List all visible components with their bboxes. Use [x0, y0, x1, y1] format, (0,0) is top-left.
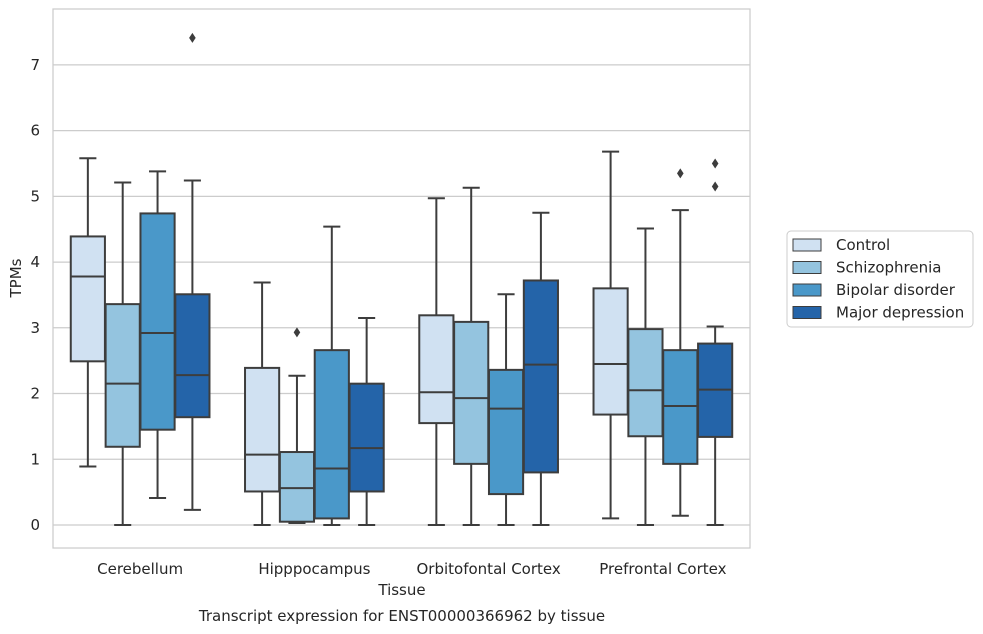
- box: [348, 316, 385, 526]
- box: [139, 170, 176, 500]
- y-tick-label: 5: [30, 187, 40, 205]
- box: [174, 32, 211, 511]
- legend-label: Major depression: [836, 304, 964, 322]
- box: [244, 281, 281, 526]
- y-tick-label: 0: [30, 516, 40, 534]
- box-iqr: [348, 382, 385, 493]
- legend-label: Schizophrenia: [836, 259, 941, 277]
- box: [592, 150, 629, 520]
- box: [313, 225, 350, 526]
- box-iqr: [174, 293, 211, 419]
- x-tick-labels: Cerebellum Hipppocampus Orbitofontal Corte…: [97, 560, 726, 578]
- box-iqr: [627, 328, 664, 438]
- box: [522, 211, 559, 526]
- y-tick-label: 7: [30, 56, 40, 74]
- box-iqr: [487, 368, 525, 496]
- x-tick-label: Prefrontal Cortex: [599, 560, 726, 578]
- box: [418, 197, 455, 526]
- plot-frame: [52, 8, 751, 549]
- y-tick-label: 1: [30, 450, 40, 468]
- y-tick-label: 2: [30, 385, 40, 403]
- box: [487, 293, 525, 526]
- y-tick-label: 4: [30, 253, 40, 271]
- box: [104, 181, 141, 526]
- x-tick-label: Hipppocampus: [258, 560, 370, 578]
- box-iqr: [453, 320, 490, 465]
- box: [453, 186, 490, 526]
- box: [69, 157, 106, 468]
- outlier-point: [677, 168, 684, 179]
- box-iqr: [244, 366, 281, 493]
- box-iqr: [278, 451, 316, 523]
- chart-title: Transcript expression for ENST0000036696…: [198, 607, 605, 625]
- box: [627, 227, 664, 526]
- box-iqr: [139, 212, 176, 431]
- y-tick-labels: 0 1 2 3 4 5 6 7: [30, 56, 40, 534]
- x-axis-label: Tissue: [377, 581, 425, 599]
- legend-swatch: [792, 261, 822, 274]
- outlier-point: [189, 32, 196, 43]
- outlier-point: [293, 327, 301, 338]
- box-series: [69, 32, 734, 526]
- legend-swatch: [792, 306, 822, 319]
- box: [662, 168, 699, 517]
- y-tick-label: 6: [30, 122, 40, 140]
- outlier-point: [711, 158, 719, 169]
- box-iqr: [522, 279, 559, 474]
- y-tick-label: 3: [30, 319, 40, 337]
- legend-label: Control: [836, 236, 890, 254]
- box-iqr: [313, 349, 350, 520]
- legend-frame: [786, 230, 974, 328]
- box: [697, 158, 734, 526]
- legend-swatch: [792, 238, 822, 252]
- box: [278, 327, 316, 525]
- legend: Control Schizophrenia Bipolar disorder Majo…: [786, 230, 974, 328]
- legend-label: Bipolar disorder: [836, 281, 956, 299]
- outlier-point: [711, 181, 719, 192]
- box-iqr: [418, 314, 455, 425]
- box-iqr: [69, 235, 106, 363]
- y-axis-label: TPMs: [7, 258, 25, 298]
- box-iqr: [592, 287, 629, 416]
- x-tick-label: Cerebellum: [97, 560, 183, 578]
- legend-swatch: [792, 283, 822, 297]
- x-tick-label: Orbitofontal Cortex: [417, 560, 561, 578]
- box-iqr: [104, 303, 141, 448]
